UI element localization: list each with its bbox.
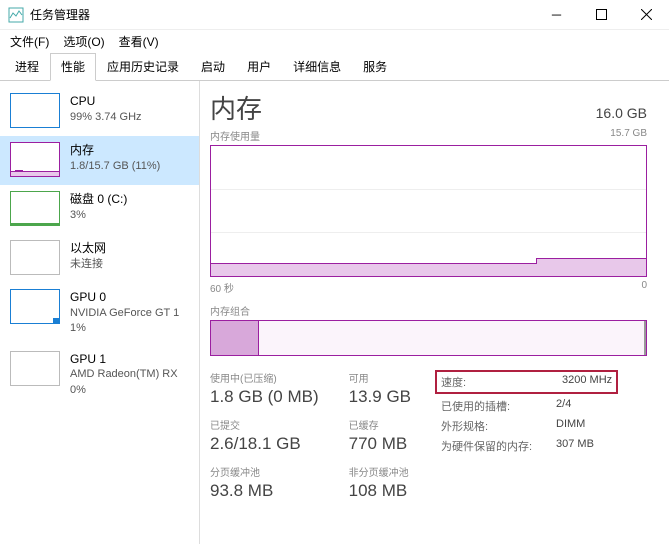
gpu0-name: GPU 0 bbox=[70, 289, 179, 306]
window-title: 任务管理器 bbox=[30, 6, 534, 23]
sidebar-item-cpu[interactable]: CPU99% 3.74 GHz bbox=[0, 87, 199, 136]
tab-processes[interactable]: 进程 bbox=[4, 53, 50, 81]
thumb-memory bbox=[10, 142, 60, 177]
tab-details[interactable]: 详细信息 bbox=[282, 53, 352, 81]
memory-name: 内存 bbox=[70, 142, 160, 159]
thumb-cpu bbox=[10, 93, 60, 128]
titlebar: 任务管理器 ─ bbox=[0, 0, 669, 30]
menu-file[interactable]: 文件(F) bbox=[4, 31, 55, 52]
taskmgr-icon bbox=[8, 7, 24, 23]
axis-right: 0 bbox=[641, 280, 647, 295]
disk-name: 磁盘 0 (C:) bbox=[70, 191, 127, 208]
disk-sub: 3% bbox=[70, 208, 127, 223]
thumb-gpu0 bbox=[10, 289, 60, 324]
tab-startup[interactable]: 启动 bbox=[190, 53, 236, 81]
gpu1-sub: AMD Radeon(TM) RX bbox=[70, 367, 178, 382]
gpu0-sub2: 1% bbox=[70, 321, 179, 336]
thumb-disk bbox=[10, 191, 60, 226]
tabbar: 进程 性能 应用历史记录 启动 用户 详细信息 服务 bbox=[0, 52, 669, 81]
sidebar-item-ethernet[interactable]: 以太网未连接 bbox=[0, 234, 199, 283]
menubar: 文件(F) 选项(O) 查看(V) bbox=[0, 30, 669, 52]
sidebar-item-gpu0[interactable]: GPU 0NVIDIA GeForce GT 11% bbox=[0, 283, 199, 345]
menu-view[interactable]: 查看(V) bbox=[113, 31, 165, 52]
eth-sub: 未连接 bbox=[70, 257, 106, 272]
stat-committed: 已提交2.6/18.1 GB bbox=[210, 417, 319, 454]
stat-paged: 分页缓冲池93.8 MB bbox=[210, 464, 319, 501]
menu-options[interactable]: 选项(O) bbox=[57, 31, 110, 52]
detail-title: 内存 bbox=[210, 89, 262, 126]
cpu-sub: 99% 3.74 GHz bbox=[70, 110, 142, 125]
perf-sidebar: CPU99% 3.74 GHz 内存1.8/15.7 GB (11%) 磁盘 0… bbox=[0, 81, 200, 544]
sidebar-item-gpu1[interactable]: GPU 1AMD Radeon(TM) RX0% bbox=[0, 345, 199, 407]
memory-usage-chart bbox=[210, 145, 647, 277]
usage-label: 内存使用量 bbox=[210, 128, 260, 143]
tab-app-history[interactable]: 应用历史记录 bbox=[96, 53, 190, 81]
axis-left: 60 秒 bbox=[210, 280, 234, 295]
spec-reserved: 为硬件保留的内存:307 MB bbox=[441, 436, 618, 456]
usage-max: 15.7 GB bbox=[610, 128, 647, 143]
close-button[interactable] bbox=[624, 0, 669, 30]
detail-total: 16.0 GB bbox=[596, 105, 647, 121]
gpu0-sub: NVIDIA GeForce GT 1 bbox=[70, 306, 179, 321]
detail-panel: 内存 16.0 GB 内存使用量 15.7 GB 60 秒 0 内存组合 使用中… bbox=[200, 81, 669, 544]
spec-form: 外形规格:DIMM bbox=[441, 416, 618, 436]
tab-users[interactable]: 用户 bbox=[236, 53, 282, 81]
stat-inuse: 使用中(已压缩)1.8 GB (0 MB) bbox=[210, 370, 319, 407]
sidebar-item-disk[interactable]: 磁盘 0 (C:)3% bbox=[0, 185, 199, 234]
memory-specs: 速度:3200 MHz 已使用的插槽:2/4 外形规格:DIMM 为硬件保留的内… bbox=[441, 370, 618, 501]
memory-sub: 1.8/15.7 GB (11%) bbox=[70, 159, 160, 174]
thumb-ethernet bbox=[10, 240, 60, 275]
gpu1-name: GPU 1 bbox=[70, 351, 178, 368]
cpu-name: CPU bbox=[70, 93, 142, 110]
sidebar-item-memory[interactable]: 内存1.8/15.7 GB (11%) bbox=[0, 136, 199, 185]
thumb-gpu1 bbox=[10, 351, 60, 386]
gpu1-sub2: 0% bbox=[70, 383, 178, 398]
composition-label: 内存组合 bbox=[210, 303, 647, 318]
stat-cached: 已缓存770 MB bbox=[349, 417, 411, 454]
minimize-button[interactable]: ─ bbox=[534, 0, 579, 30]
eth-name: 以太网 bbox=[70, 240, 106, 257]
spec-slots: 已使用的插槽:2/4 bbox=[441, 396, 618, 416]
tab-performance[interactable]: 性能 bbox=[50, 53, 96, 81]
spec-speed-highlighted: 速度:3200 MHz bbox=[435, 370, 618, 394]
tab-services[interactable]: 服务 bbox=[352, 53, 398, 81]
stat-nonpaged: 非分页缓冲池108 MB bbox=[349, 464, 411, 501]
maximize-button[interactable] bbox=[579, 0, 624, 30]
memory-composition-bar bbox=[210, 320, 647, 356]
stat-available: 可用13.9 GB bbox=[349, 370, 411, 407]
